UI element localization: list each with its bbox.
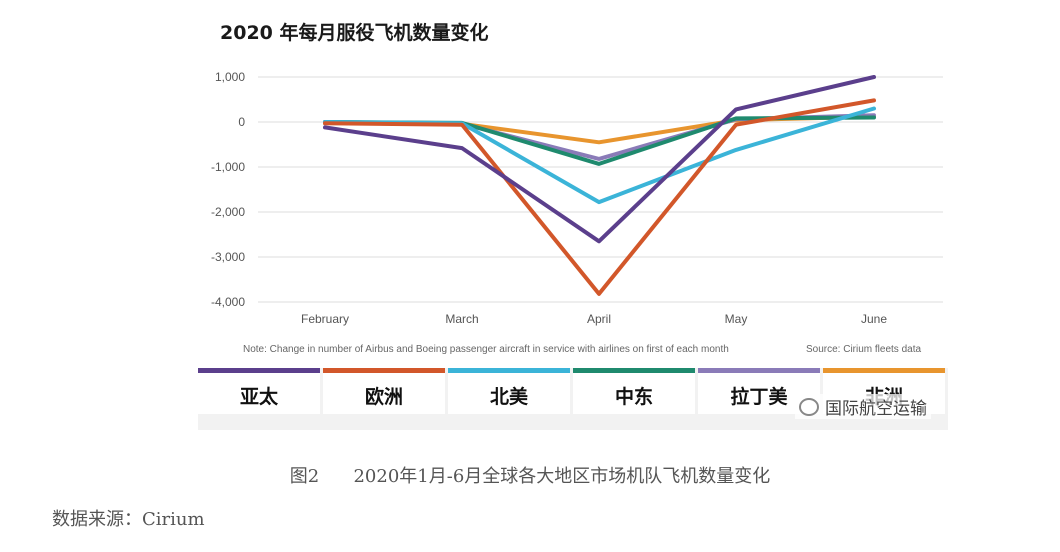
- y-tick-label: -2,000: [211, 205, 245, 219]
- watermark: 国际航空运输: [795, 394, 931, 419]
- y-tick-label: 0: [238, 115, 245, 129]
- chart-title: 2020 年每月服役飞机数量变化: [220, 22, 489, 44]
- y-tick-label: -3,000: [211, 250, 245, 264]
- x-axis-ticks: February March April May June: [301, 312, 887, 326]
- chart-source-note: Source: Cirium fleets data: [806, 344, 921, 355]
- grid: [258, 76, 943, 303]
- legend-swatch: [198, 368, 320, 373]
- watermark-text: 国际航空运输: [825, 399, 927, 419]
- legend-item: 亚太: [198, 368, 320, 414]
- y-tick-label: 1,000: [215, 70, 245, 84]
- legend-swatch: [323, 368, 445, 373]
- x-tick-label: May: [725, 312, 748, 326]
- legend-swatch: [698, 368, 820, 373]
- line-chart: 1,000 0 -1,000 -2,000 -3,000 -4,000 February M…: [211, 70, 943, 355]
- x-tick-label: March: [445, 312, 478, 326]
- series-line-2: [323, 98, 876, 296]
- wechat-icon: [799, 398, 819, 416]
- legend-label: 北美: [489, 386, 528, 408]
- figure-caption: 图2 2020年1月-6月全球各大地区市场机队飞机数量变化: [289, 466, 771, 487]
- legend-item: 中东: [573, 368, 695, 414]
- legend-swatch: [823, 368, 945, 373]
- chart-note: Note: Change in number of Airbus and Boe…: [243, 344, 729, 355]
- legend-label: 中东: [614, 386, 653, 408]
- legend-swatch: [573, 368, 695, 373]
- x-tick-label: June: [861, 312, 887, 326]
- y-tick-label: -1,000: [211, 160, 245, 174]
- series-line-1: [323, 75, 876, 244]
- legend-swatch: [448, 368, 570, 373]
- x-tick-label: April: [587, 312, 611, 326]
- legend-item: 欧洲: [323, 368, 445, 414]
- data-source: 数据来源：Cirium: [52, 509, 205, 530]
- x-tick-label: February: [301, 312, 349, 326]
- legend-label: 亚太: [239, 386, 278, 408]
- y-tick-label: -4,000: [211, 295, 245, 309]
- legend-item: 北美: [448, 368, 570, 414]
- legend-label: 欧洲: [364, 386, 403, 408]
- y-axis-ticks: 1,000 0 -1,000 -2,000 -3,000 -4,000: [211, 70, 245, 309]
- legend-label: 拉丁美: [730, 386, 788, 408]
- series-lines: [323, 75, 876, 296]
